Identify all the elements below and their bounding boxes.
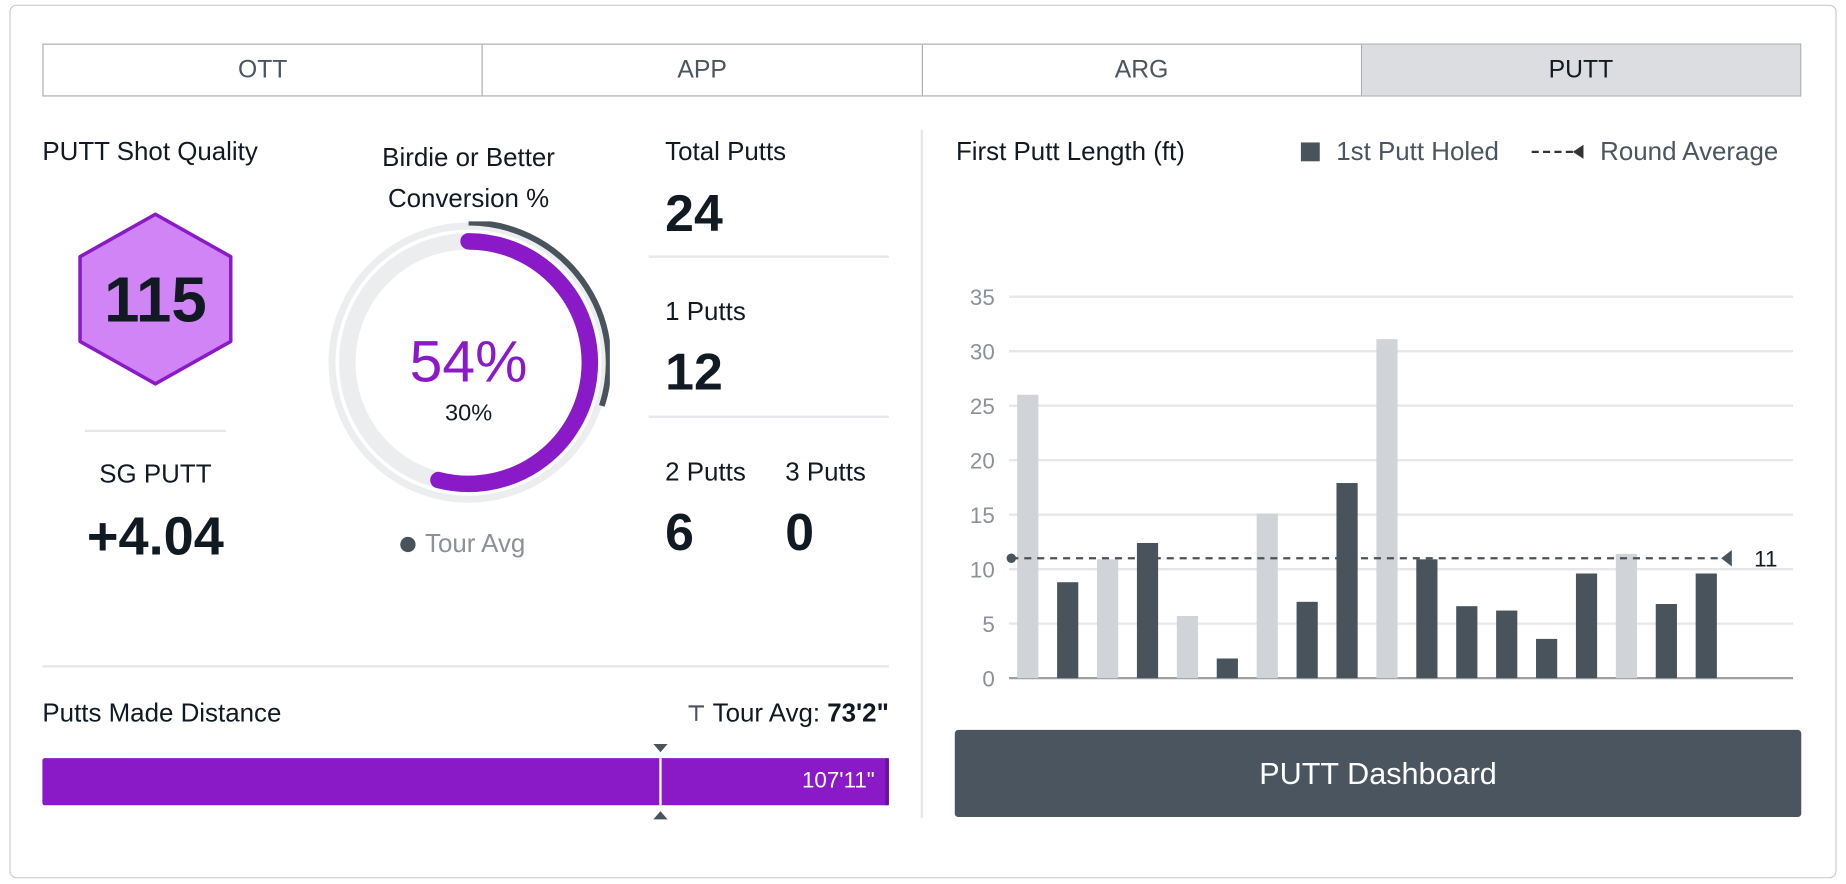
conversion-tour-value: 30% <box>445 400 493 427</box>
dot-icon <box>400 536 416 552</box>
conversion-title-line2: Conversion % <box>387 183 550 214</box>
tab-putt[interactable]: PUTT <box>1361 44 1801 96</box>
distance-tour-value: 73'2" <box>827 698 889 728</box>
conversion-donut <box>328 221 610 503</box>
one-putts-value: 12 <box>665 343 723 402</box>
divider <box>84 429 227 433</box>
bar <box>1496 610 1518 679</box>
legend-square-icon <box>1300 142 1320 162</box>
hexagon-badge <box>78 212 233 386</box>
marker-triangle-top <box>653 744 668 753</box>
marker-line <box>659 758 662 806</box>
bar <box>1575 573 1598 679</box>
bar <box>1336 483 1358 679</box>
bar <box>1057 582 1079 679</box>
bar <box>1097 559 1119 679</box>
dashed-line-icon <box>1531 144 1584 159</box>
round-average-dot <box>1006 553 1017 563</box>
distance-tour-label: Tour Avg: <box>712 698 821 728</box>
bar <box>1416 559 1438 679</box>
one-putts-label: 1 Putts <box>665 296 746 327</box>
marker-triangle-bottom <box>653 811 668 820</box>
bar <box>1615 553 1638 679</box>
bar <box>1216 658 1238 679</box>
y-tick-label: 15 <box>970 503 995 528</box>
y-tick-label: 20 <box>970 448 995 473</box>
bar <box>1376 339 1398 679</box>
shot-quality-title: PUTT Shot Quality <box>42 136 258 166</box>
sg-putt-value: +4.04 <box>86 505 224 567</box>
bar <box>1296 601 1318 679</box>
y-tick-label: 0 <box>982 666 994 691</box>
distance-tour-avg: ⊤ Tour Avg: 73'2" <box>687 698 889 729</box>
y-tick-label: 5 <box>982 612 994 637</box>
three-putts-value: 0 <box>785 503 815 562</box>
sg-putt-label: SG PUTT <box>99 459 212 489</box>
conversion-title: Birdie or Better Conversion % <box>351 137 586 219</box>
two-putts-label: 2 Putts <box>665 456 746 487</box>
divider <box>42 665 889 668</box>
y-tick-label: 10 <box>970 557 995 582</box>
total-putts-value: 24 <box>665 184 723 243</box>
vertical-divider <box>920 129 924 819</box>
bar <box>1256 513 1278 679</box>
two-putts-value: 6 <box>665 503 694 562</box>
three-putts-label: 3 Putts <box>785 456 866 487</box>
total-putts-label: Total Putts <box>665 136 787 166</box>
legend-average-label: Round Average <box>1600 136 1779 166</box>
bar <box>1456 606 1478 679</box>
tee-marker-icon: ⊤ <box>687 701 706 725</box>
divider <box>648 415 889 418</box>
putt-dashboard-button[interactable]: PUTT Dashboard <box>954 729 1802 818</box>
bar <box>1536 638 1558 679</box>
round-average-label: 11 <box>1754 546 1777 571</box>
conversion-arc <box>430 233 599 493</box>
y-tick-label: 30 <box>970 339 995 364</box>
first-putt-chart: 0 5 10 15 20 25 30 35 11 <box>970 285 1794 691</box>
putts-made-distance-title: Putts Made Distance <box>42 698 282 728</box>
card-border <box>9 4 1837 879</box>
bar <box>1655 604 1677 679</box>
donut-outer-track <box>328 222 609 503</box>
divider <box>648 255 889 258</box>
tab-arg[interactable]: ARG <box>922 44 1362 96</box>
distance-value: 107'11" <box>801 768 875 794</box>
chart-title: First Putt Length (ft) <box>955 136 1185 166</box>
conversion-title-line1: Birdie or Better <box>382 142 555 172</box>
chart-legend: 1st Putt Holed Round Average <box>1300 136 1779 168</box>
category-tabs: OTT APP ARG PUTT <box>42 43 1802 97</box>
tab-app[interactable]: APP <box>483 44 923 96</box>
tab-ott[interactable]: OTT <box>44 44 483 96</box>
round-average-triangle <box>1721 550 1732 567</box>
bar <box>1695 573 1717 679</box>
bar <box>1017 394 1039 679</box>
legend-holed-label: 1st Putt Holed <box>1336 136 1499 166</box>
tour-avg-arc <box>468 221 610 407</box>
tour-avg-legend-label: Tour Avg <box>425 528 526 559</box>
tour-avg-legend: Tour Avg <box>400 529 525 560</box>
shot-quality-value: 115 <box>104 264 207 336</box>
conversion-value: 54% <box>409 328 528 395</box>
bar <box>1136 542 1159 679</box>
y-tick-label: 35 <box>970 285 995 310</box>
distance-bar: 107'11" <box>42 758 889 806</box>
bar-end <box>885 758 889 806</box>
bar <box>1176 616 1199 679</box>
y-tick-label: 25 <box>970 394 995 419</box>
tour-avg-marker <box>653 744 668 820</box>
